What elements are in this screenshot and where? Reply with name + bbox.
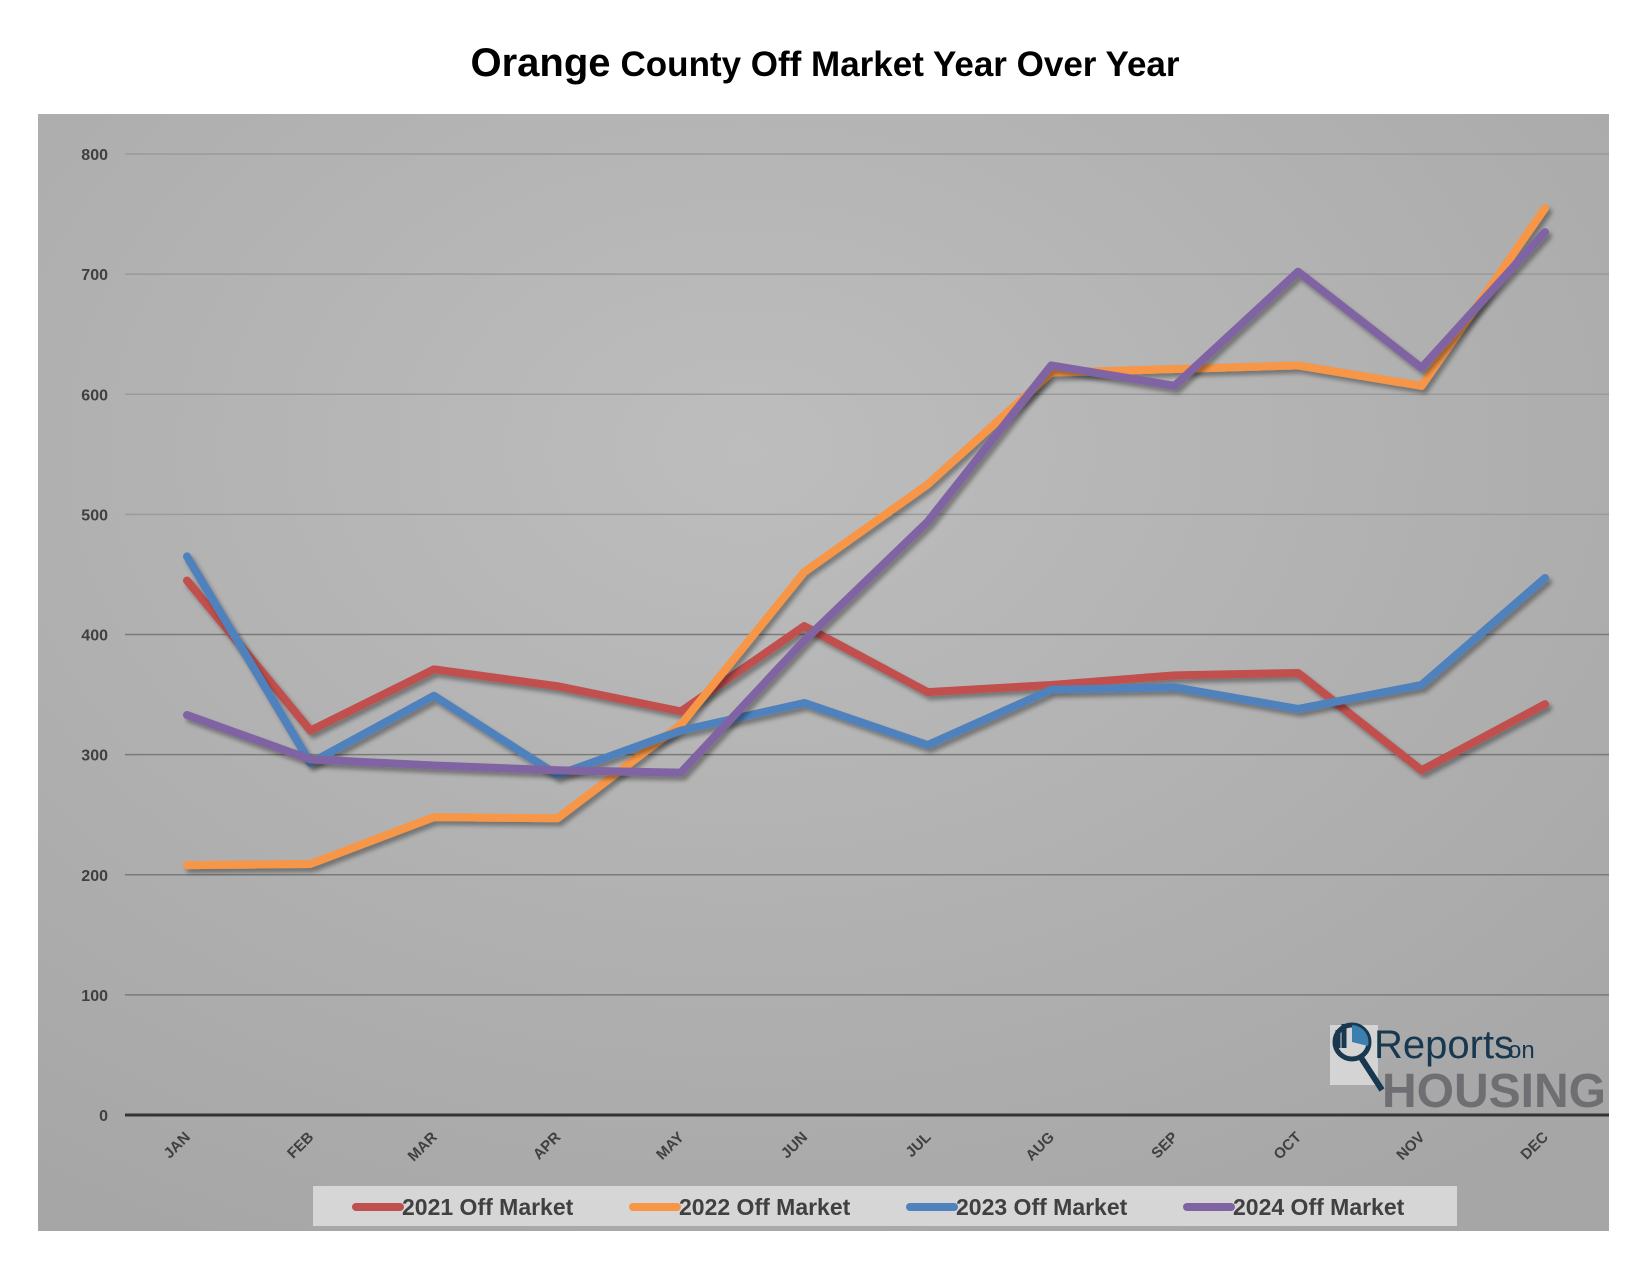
legend-box <box>313 1186 1457 1226</box>
data-point <box>1050 689 1052 691</box>
series-lines <box>183 204 1549 870</box>
data-point <box>680 710 682 712</box>
data-point <box>1544 703 1546 705</box>
data-point <box>1050 364 1052 366</box>
legend-label: 2024 Off Market <box>1233 1194 1405 1220</box>
y-tick-label: 100 <box>81 988 108 1005</box>
data-point <box>680 730 682 732</box>
data-point <box>1174 368 1176 370</box>
data-point <box>1297 364 1299 366</box>
data-point <box>433 668 435 670</box>
y-tick-label: 500 <box>81 507 108 524</box>
data-point <box>309 730 311 732</box>
y-tick-label: 200 <box>81 868 108 885</box>
svg-text:HOUSING: HOUSING <box>1382 1065 1606 1118</box>
legend-label: 2021 Off Market <box>402 1194 574 1220</box>
reports-on-housing-logo: Reports on HOUSING <box>1330 1022 1606 1118</box>
data-point <box>309 863 311 865</box>
gridlines <box>125 153 1609 996</box>
y-tick-label: 0 <box>99 1108 108 1125</box>
legend: 2021 Off Market 2022 Off Market 2023 Off M… <box>352 1194 1405 1220</box>
data-point <box>803 571 805 573</box>
data-point <box>927 483 929 485</box>
data-point <box>433 695 435 697</box>
data-point <box>1544 577 1546 579</box>
series-line-2022 <box>183 204 1549 870</box>
data-point <box>803 702 805 704</box>
data-point <box>556 774 558 776</box>
data-point <box>927 744 929 746</box>
data-point <box>556 817 558 819</box>
y-tick-label: 600 <box>81 387 108 404</box>
data-point <box>556 685 558 687</box>
legend-label: 2023 Off Market <box>956 1194 1128 1220</box>
y-tick-label: 800 <box>81 147 108 164</box>
legend-item: 2024 Off Market <box>1183 1194 1405 1220</box>
legend-item: 2023 Off Market <box>906 1194 1128 1220</box>
data-point <box>1421 367 1423 369</box>
svg-text:Reports: Reports <box>1374 1023 1514 1067</box>
data-point <box>186 714 188 716</box>
y-axis-ticks: 0 100 200 300 400 500 600 700 800 <box>81 147 108 1125</box>
data-point <box>1544 207 1546 209</box>
data-point <box>927 691 929 693</box>
legend-label: 2022 Off Market <box>679 1194 851 1220</box>
data-point <box>1297 672 1299 674</box>
data-point <box>680 724 682 726</box>
data-point <box>1174 674 1176 676</box>
data-point <box>803 640 805 642</box>
data-point <box>556 769 558 771</box>
svg-text:on: on <box>1508 1037 1535 1064</box>
data-point <box>186 555 188 557</box>
data-point <box>927 521 929 523</box>
data-point <box>1050 684 1052 686</box>
data-point <box>433 816 435 818</box>
data-point <box>1421 385 1423 387</box>
legend-item: 2022 Off Market <box>629 1194 851 1220</box>
y-tick-label: 700 <box>81 267 108 284</box>
data-point <box>1297 271 1299 273</box>
chart-title: Orange County Off Market Year Over Year <box>470 41 1179 85</box>
y-tick-label: 400 <box>81 628 108 645</box>
series-line-2021 <box>183 576 1549 775</box>
data-point <box>186 864 188 866</box>
series-line-2024 <box>183 228 1549 777</box>
data-point <box>1421 769 1423 771</box>
data-point <box>680 772 682 774</box>
data-point <box>1544 231 1546 233</box>
data-point <box>1050 372 1052 374</box>
legend-item: 2021 Off Market <box>352 1194 574 1220</box>
series-line-2023 <box>183 552 1549 780</box>
data-point <box>1174 686 1176 688</box>
data-point <box>1421 684 1423 686</box>
data-point <box>309 758 311 760</box>
data-point <box>186 579 188 581</box>
data-point <box>803 625 805 627</box>
y-tick-label: 300 <box>81 748 108 765</box>
data-point <box>433 764 435 766</box>
data-point <box>1174 385 1176 387</box>
data-point <box>1297 708 1299 710</box>
